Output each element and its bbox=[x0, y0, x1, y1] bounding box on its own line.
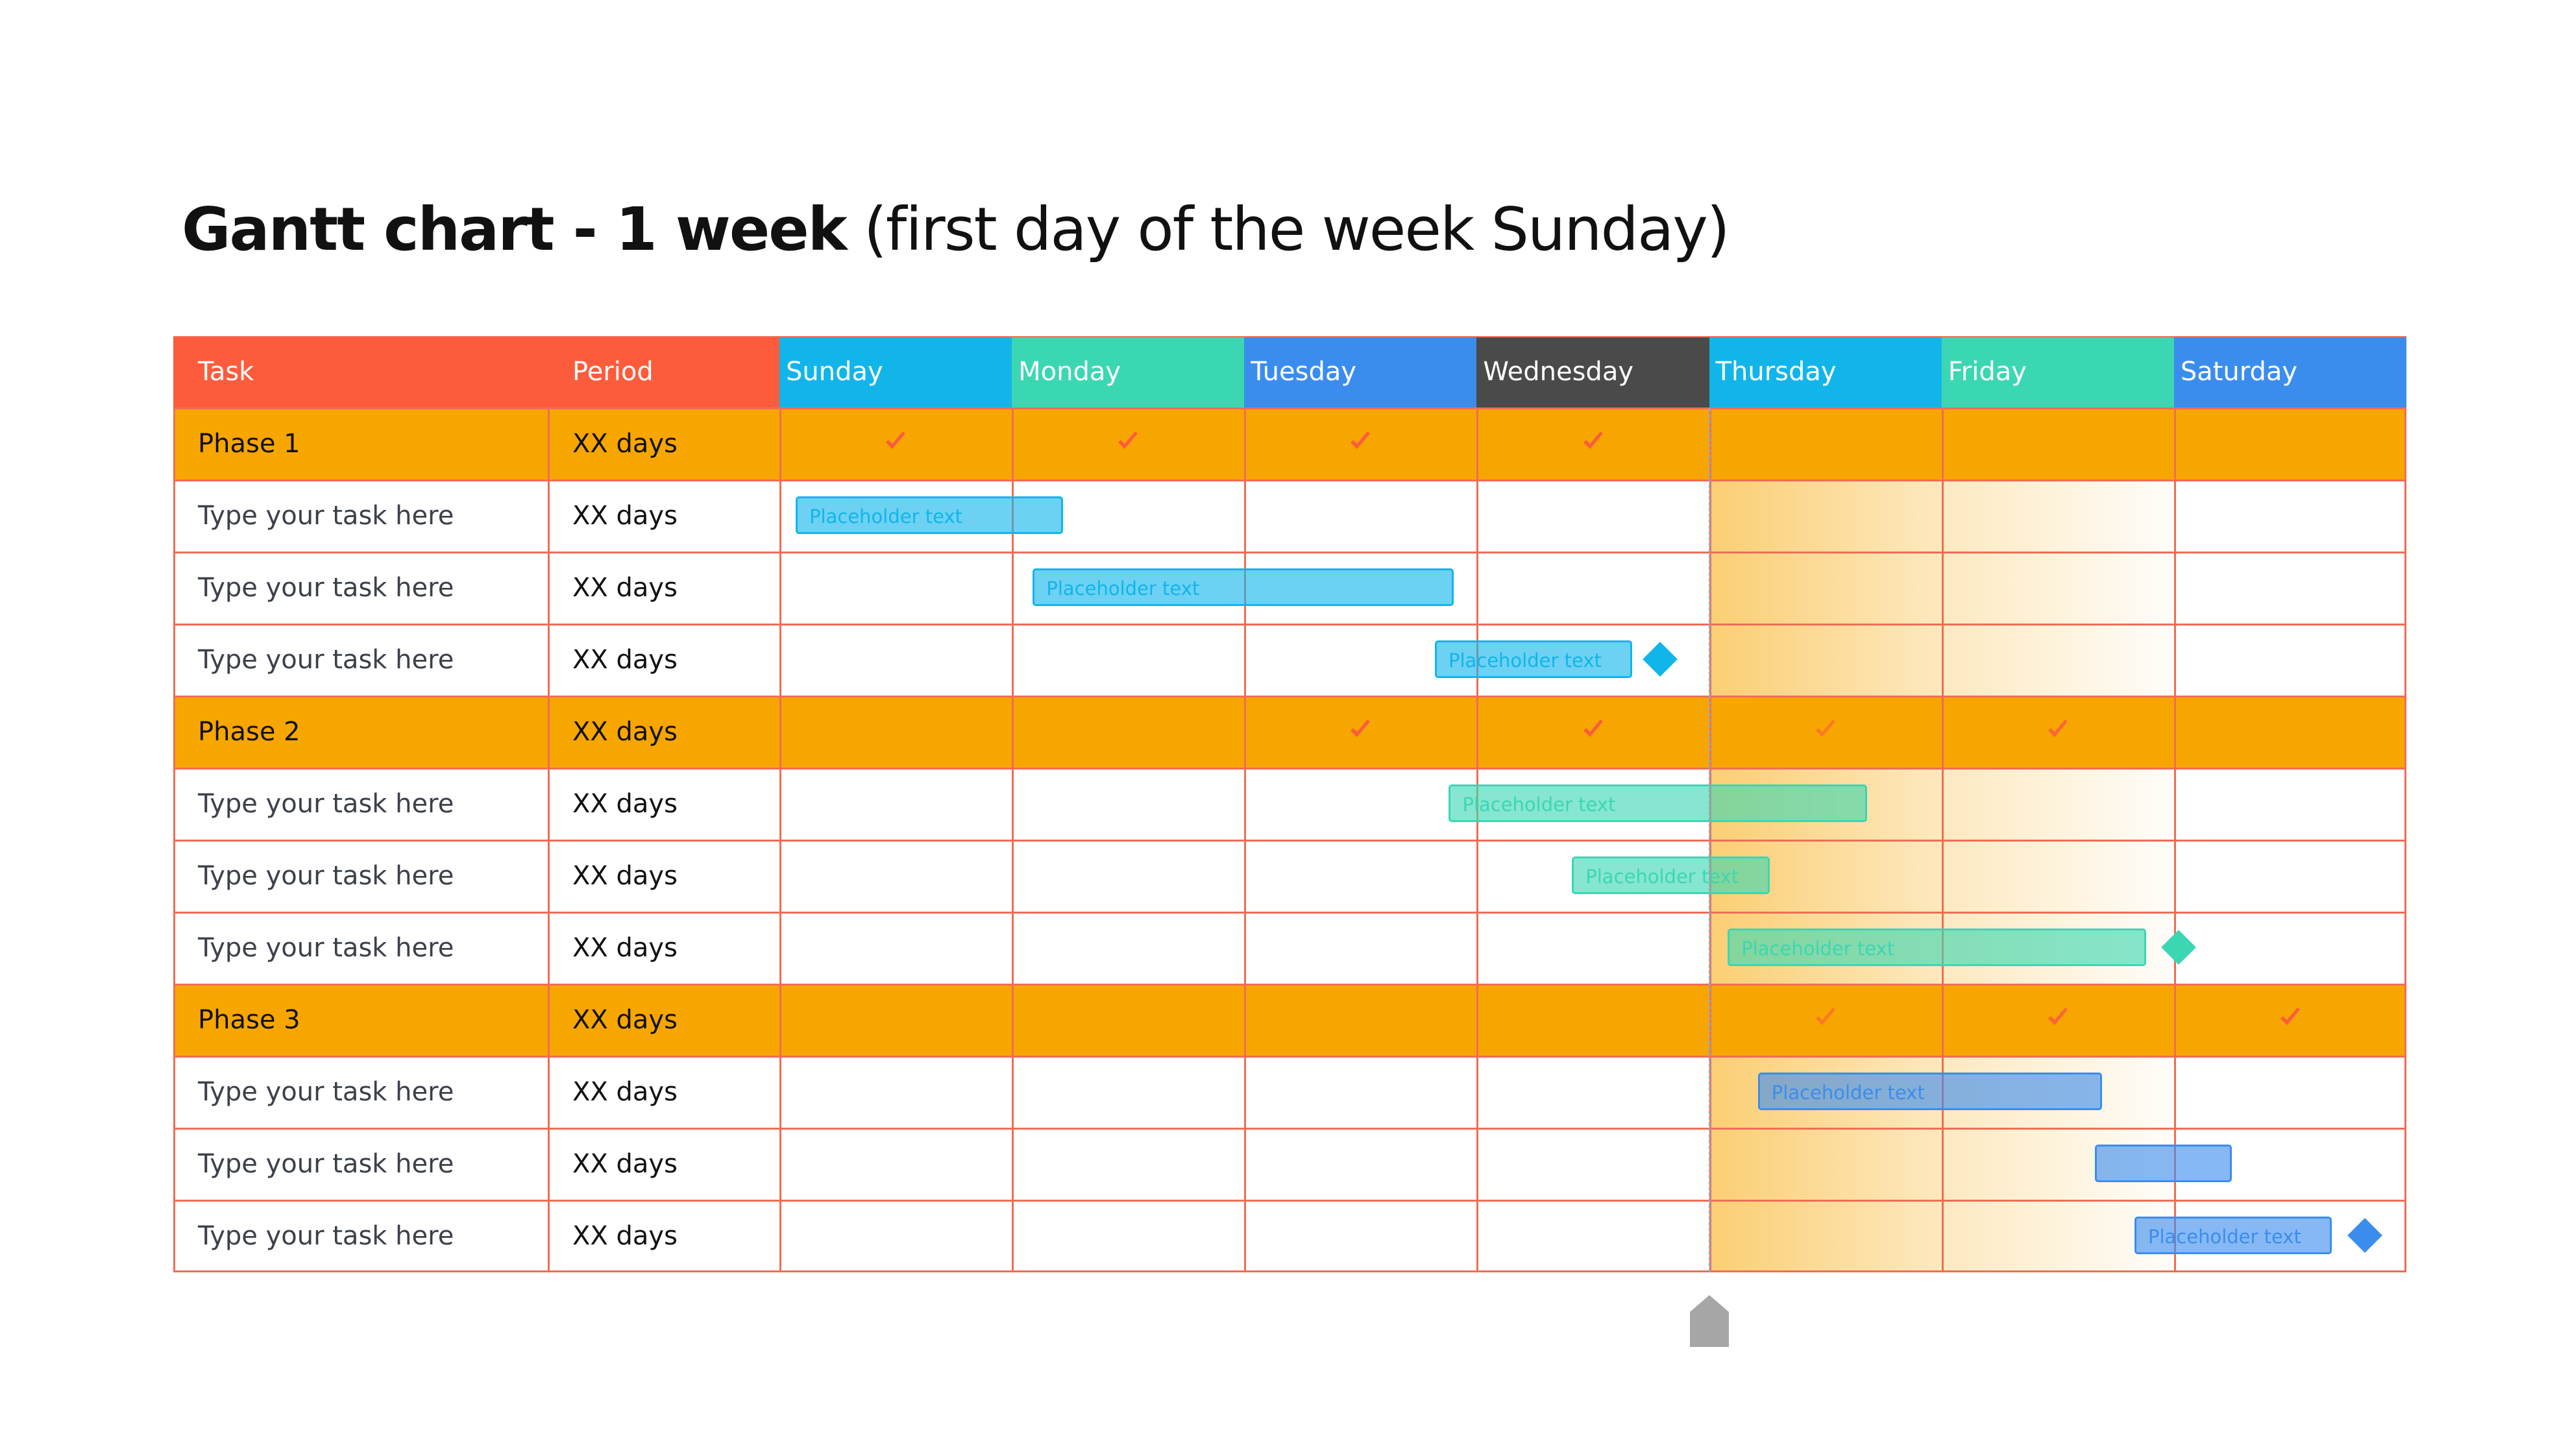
grid-vline bbox=[2173, 408, 2176, 1272]
grid-hline bbox=[173, 1056, 2406, 1058]
task-name[interactable]: Type your task here bbox=[198, 1077, 454, 1107]
task-bar[interactable]: Placeholder text bbox=[796, 496, 1063, 534]
check-icon bbox=[1583, 431, 1603, 449]
phase-row: Phase 1 XX days bbox=[173, 408, 2406, 480]
page-title: Gantt chart - 1 week (first day of the w… bbox=[182, 195, 1730, 264]
task-bar[interactable] bbox=[2095, 1144, 2232, 1182]
task-row: Type your task here XX days bbox=[173, 1200, 2406, 1272]
grid-vline bbox=[2404, 408, 2406, 1272]
grid-hline bbox=[173, 768, 2406, 770]
grid-hline bbox=[173, 840, 2406, 842]
check-icon bbox=[1118, 431, 1138, 449]
task-name[interactable]: Type your task here bbox=[198, 861, 454, 891]
grid-hline bbox=[173, 1200, 2406, 1202]
task-bar[interactable]: Placeholder text bbox=[2134, 1216, 2332, 1254]
task-row: Type your task here XX days bbox=[173, 768, 2406, 840]
task-bar[interactable]: Placeholder text bbox=[1572, 856, 1770, 894]
check-icon bbox=[1583, 719, 1603, 737]
grid-vline bbox=[779, 408, 781, 1272]
today-line bbox=[1708, 408, 1711, 1272]
header-task: Task bbox=[173, 336, 548, 408]
check-icon bbox=[2048, 719, 2068, 737]
grid-vline bbox=[1941, 408, 1944, 1272]
grid-vline bbox=[1244, 408, 1247, 1272]
day-header-tuesday: Tuesday bbox=[1244, 336, 1477, 408]
task-bar[interactable]: Placeholder text bbox=[1449, 784, 1868, 822]
grid-hline bbox=[173, 479, 2406, 481]
task-bar[interactable]: Placeholder text bbox=[1757, 1072, 2102, 1110]
task-name[interactable]: Type your task here bbox=[198, 1149, 454, 1179]
grid-top-line bbox=[173, 336, 2406, 337]
task-name[interactable]: Type your task here bbox=[198, 501, 454, 531]
phase-name: Phase 3 bbox=[198, 1005, 300, 1035]
period-value: XX days bbox=[572, 1149, 678, 1179]
check-icon bbox=[886, 431, 906, 449]
period-value: XX days bbox=[572, 501, 678, 531]
day-header-sunday: Sunday bbox=[779, 336, 1012, 408]
grid-vline bbox=[1476, 408, 1479, 1272]
day-header-friday: Friday bbox=[1941, 336, 2174, 408]
grid-hline bbox=[173, 696, 2406, 698]
period-value: XX days bbox=[572, 1221, 678, 1251]
header-period: Period bbox=[548, 336, 779, 408]
grid-hline bbox=[173, 552, 2406, 553]
task-row: Type your task here XX days bbox=[173, 1128, 2406, 1200]
check-icon bbox=[1351, 719, 1371, 737]
title-main: Gantt chart - 1 week bbox=[182, 195, 848, 264]
task-name[interactable]: Type your task here bbox=[198, 573, 454, 603]
check-icon bbox=[1815, 1007, 1835, 1025]
period-value: XX days bbox=[572, 573, 678, 603]
day-header-saturday: Saturday bbox=[2173, 336, 2406, 408]
grid-vline bbox=[1012, 408, 1014, 1272]
period-value: XX days bbox=[572, 429, 678, 459]
gantt-chart: Task Period Sunday Monday Tuesday Wednesday… bbox=[173, 336, 2406, 1272]
title-subtitle: (first day of the week Sunday) bbox=[846, 195, 1730, 264]
task-name[interactable]: Type your task here bbox=[198, 645, 454, 675]
task-name[interactable]: Type your task here bbox=[198, 1221, 454, 1251]
check-icon bbox=[1351, 431, 1371, 449]
phase-row: Phase 2 XX days bbox=[173, 696, 2406, 768]
period-value: XX days bbox=[572, 645, 678, 675]
check-icon bbox=[2280, 1007, 2300, 1025]
grid-vline bbox=[173, 408, 175, 1272]
task-bar[interactable]: Placeholder text bbox=[1033, 568, 1454, 606]
phase-name: Phase 2 bbox=[198, 717, 300, 747]
task-name[interactable]: Type your task here bbox=[198, 933, 454, 963]
check-icon bbox=[1815, 719, 1835, 737]
period-value: XX days bbox=[572, 717, 678, 747]
period-value: XX days bbox=[572, 861, 678, 891]
task-row: Type your task here XX days bbox=[173, 840, 2406, 912]
phase-name: Phase 1 bbox=[198, 429, 300, 459]
day-header-monday: Monday bbox=[1012, 336, 1245, 408]
today-marker-icon bbox=[1689, 1295, 1729, 1347]
task-row: Type your task here XX days bbox=[173, 624, 2406, 696]
period-value: XX days bbox=[572, 1077, 678, 1107]
grid-hline bbox=[173, 984, 2406, 986]
period-value: XX days bbox=[572, 933, 678, 963]
grid-vline bbox=[548, 408, 550, 1272]
period-value: XX days bbox=[572, 789, 678, 819]
task-bar[interactable]: Placeholder text bbox=[1728, 928, 2146, 966]
grid-hline bbox=[173, 912, 2406, 914]
grid-hline bbox=[173, 1270, 2406, 1272]
task-row: Type your task here XX days bbox=[173, 480, 2406, 552]
grid-hline bbox=[173, 624, 2406, 625]
day-header-wednesday: Wednesday bbox=[1476, 336, 1709, 408]
task-bar[interactable]: Placeholder text bbox=[1434, 640, 1633, 678]
grid-hline bbox=[173, 407, 2406, 409]
phase-row: Phase 3 XX days bbox=[173, 984, 2406, 1056]
period-value: XX days bbox=[572, 1005, 678, 1035]
grid-hline bbox=[173, 1128, 2406, 1130]
task-name[interactable]: Type your task here bbox=[198, 789, 454, 819]
check-icon bbox=[2048, 1007, 2068, 1025]
day-header-thursday: Thursday bbox=[1709, 336, 1942, 408]
